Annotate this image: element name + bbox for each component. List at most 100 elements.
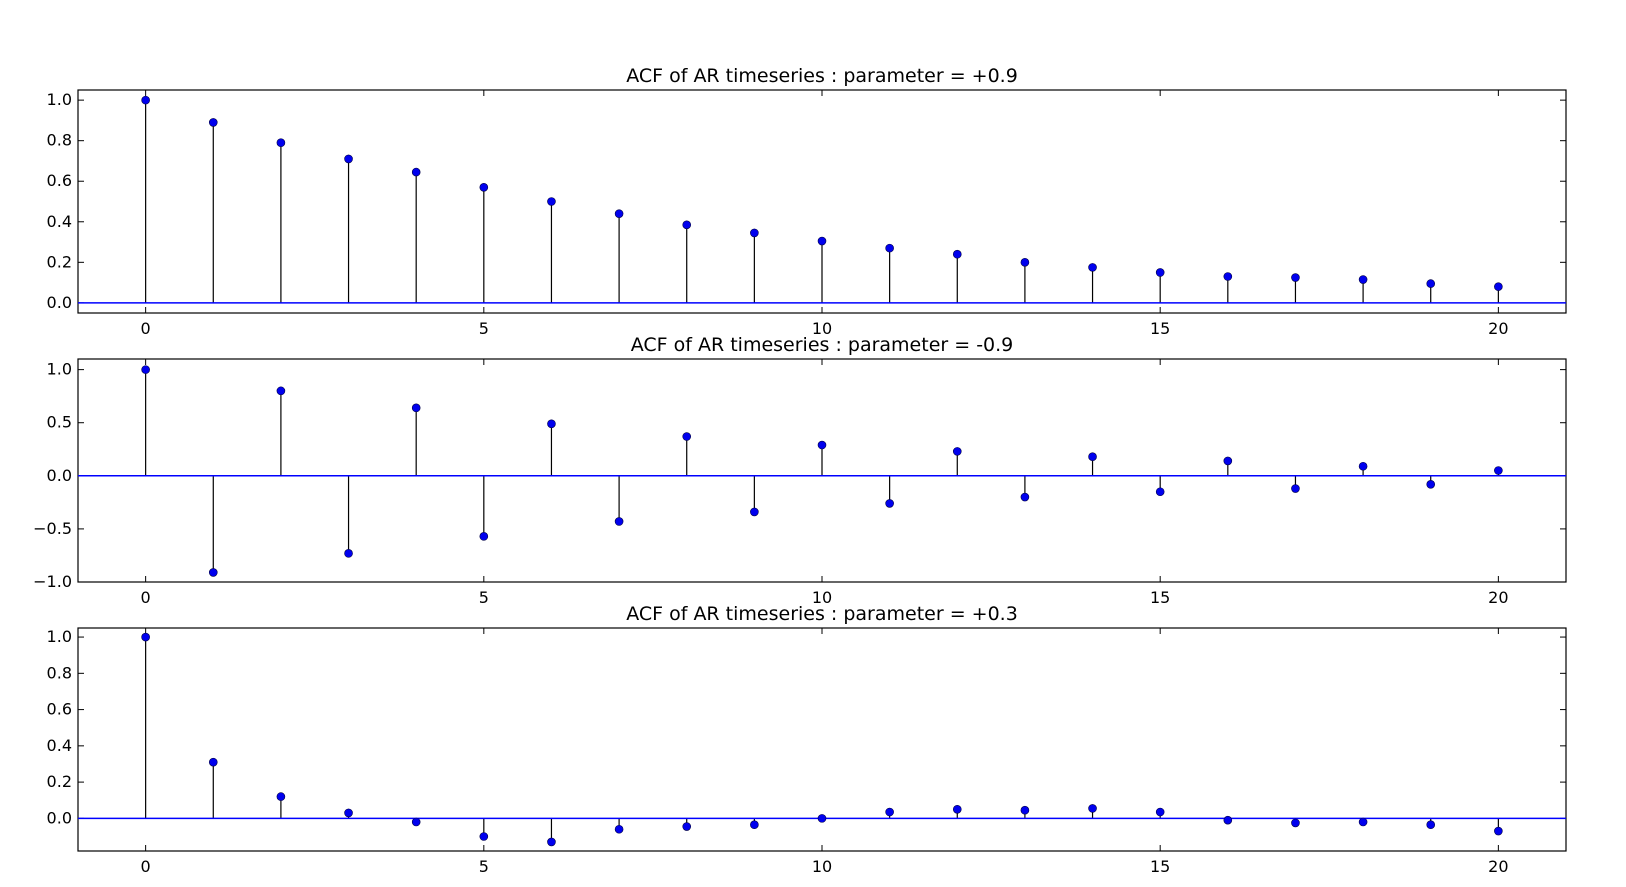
stem-marker (1223, 272, 1233, 281)
x-tick-label: 15 (1150, 319, 1170, 338)
stem-marker (1155, 487, 1165, 497)
y-tick-label: 1.0 (47, 360, 72, 379)
stem-marker (885, 243, 894, 253)
stem-marker (1426, 820, 1436, 830)
x-tick-label: 0 (141, 588, 151, 607)
stem-marker (1155, 807, 1165, 817)
chart-panel-3: ACF of AR timeseries : parameter = +0.3 0… (47, 603, 1567, 876)
y-tick-label: 0.2 (47, 772, 72, 791)
chart-title: ACF of AR timeseries : parameter = +0.9 (626, 65, 1018, 87)
stem-marker (817, 440, 827, 450)
stem-marker (817, 814, 827, 823)
stem-marker (682, 220, 692, 230)
stem-marker (1088, 263, 1097, 272)
stem-marker (614, 209, 624, 218)
stem-marker (276, 138, 286, 148)
chart-title: ACF of AR timeseries : parameter = -0.9 (631, 334, 1014, 356)
stem-marker (344, 549, 353, 558)
stem-marker (1358, 275, 1368, 284)
stem-marker (750, 820, 759, 830)
y-tick-label: 1.0 (47, 627, 72, 646)
stem-marker (1020, 258, 1030, 267)
stem-marker (1155, 268, 1165, 277)
y-tick-label: 0.0 (47, 293, 72, 312)
stem-marker (817, 236, 827, 246)
y-tick-label: 0.6 (47, 171, 72, 190)
stem-marker (141, 95, 150, 105)
y-tick-label: 0.4 (47, 736, 72, 755)
stem-marker (141, 632, 150, 642)
y-tick-label: 0.8 (47, 663, 72, 682)
chart-panel-1: ACF of AR timeseries : parameter = +0.9 0… (47, 65, 1567, 338)
stem-marker (952, 249, 962, 259)
y-tick-label: −0.5 (33, 519, 72, 538)
y-tick-label: 0.4 (47, 212, 72, 231)
y-tick-label: 0.8 (47, 131, 72, 150)
stem-marker (682, 432, 692, 441)
stem-marker (614, 517, 624, 526)
stem-marker (344, 154, 353, 164)
stem-marker (1426, 480, 1436, 489)
stem-marker (614, 824, 624, 834)
x-tick-label: 15 (1150, 588, 1170, 607)
stem-marker (479, 183, 489, 192)
stem-marker (750, 228, 759, 238)
chart-panel-2: ACF of AR timeseries : parameter = -0.9 −… (33, 334, 1567, 607)
x-tick-label: 5 (479, 588, 489, 607)
stem-marker (1291, 818, 1300, 828)
stem-marker (411, 817, 421, 827)
x-tick-label: 20 (1488, 319, 1508, 338)
stem-marker (750, 507, 759, 517)
y-tick-label: 0.0 (47, 808, 72, 827)
stem-marker (1291, 484, 1300, 493)
stem-marker (411, 167, 421, 177)
stem-marker (276, 792, 286, 801)
stem-marker (1494, 282, 1503, 291)
y-tick-label: 0.2 (47, 252, 72, 271)
stem-marker (1358, 817, 1368, 827)
x-tick-label: 15 (1150, 857, 1170, 876)
stem-marker (1291, 273, 1300, 282)
stem-marker (1020, 492, 1030, 502)
y-tick-label: −1.0 (33, 572, 72, 591)
stem-marker (411, 403, 421, 413)
x-tick-label: 5 (479, 857, 489, 876)
stem-marker (479, 832, 489, 841)
stem-marker (547, 197, 556, 206)
stem-marker (276, 386, 286, 396)
x-tick-label: 10 (812, 857, 832, 876)
stem-marker (1426, 279, 1436, 288)
stem-marker (1020, 805, 1030, 815)
stem-marker (1358, 461, 1368, 471)
y-tick-label: 0.5 (47, 413, 72, 432)
stem-marker (1494, 826, 1503, 836)
x-tick-label: 5 (479, 319, 489, 338)
stem-marker (885, 499, 894, 508)
stem-marker (208, 118, 218, 127)
x-tick-label: 10 (812, 319, 832, 338)
stem-marker (1088, 452, 1097, 461)
stem-marker (1223, 815, 1233, 825)
x-tick-label: 0 (141, 319, 151, 338)
y-tick-label: 1.0 (47, 90, 72, 109)
stem-marker (1223, 456, 1233, 466)
stem-marker (208, 568, 218, 577)
stem-marker (208, 757, 218, 767)
chart-title: ACF of AR timeseries : parameter = +0.3 (626, 603, 1018, 625)
stem-marker (682, 822, 692, 831)
stem-marker (952, 805, 962, 814)
x-tick-label: 10 (812, 588, 832, 607)
stem-marker (479, 532, 489, 541)
x-tick-label: 20 (1488, 857, 1508, 876)
y-tick-label: 0.6 (47, 700, 72, 719)
x-tick-label: 20 (1488, 588, 1508, 607)
y-tick-label: 0.0 (47, 466, 72, 485)
stem-marker (547, 837, 556, 847)
x-tick-label: 0 (141, 857, 151, 876)
stem-marker (547, 419, 556, 429)
stem-marker (952, 447, 962, 456)
stem-marker (1088, 804, 1097, 813)
stem-marker (344, 808, 353, 818)
stem-marker (885, 807, 894, 817)
